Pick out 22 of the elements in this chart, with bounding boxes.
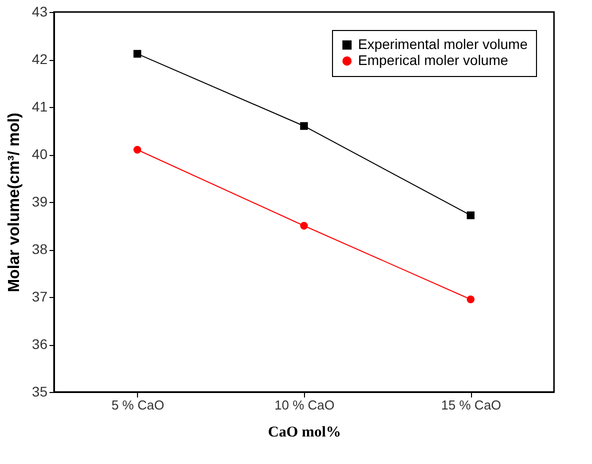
y-tick-label: 43 [32, 4, 48, 20]
y-tick-label: 41 [32, 98, 48, 114]
y-tick-label: 40 [32, 146, 48, 162]
point [466, 211, 475, 220]
y-tick-label: 39 [32, 194, 48, 210]
point [300, 222, 308, 230]
x-tick-label: 5 % CaO [111, 398, 164, 412]
legend-label: Emperical moler volume [358, 52, 508, 68]
x-axis-title: CaO mol% [268, 424, 341, 440]
y-tick-label: 42 [32, 51, 48, 67]
y-tick-label: 36 [32, 336, 48, 352]
y-tick-label: 35 [32, 384, 48, 400]
point [133, 146, 142, 154]
y-axis-title: Molar volume(cm³/ mol) [6, 112, 23, 292]
point [133, 50, 142, 58]
point [300, 122, 308, 130]
x-tick-label: 10 % CaO [274, 398, 334, 412]
y-tick-label: 37 [32, 288, 48, 304]
legend-label: Experimental moler volume [358, 36, 528, 52]
x-tick-label: 15 % CaO [441, 398, 502, 412]
y-tick-label: 38 [32, 241, 48, 257]
point [466, 296, 475, 304]
